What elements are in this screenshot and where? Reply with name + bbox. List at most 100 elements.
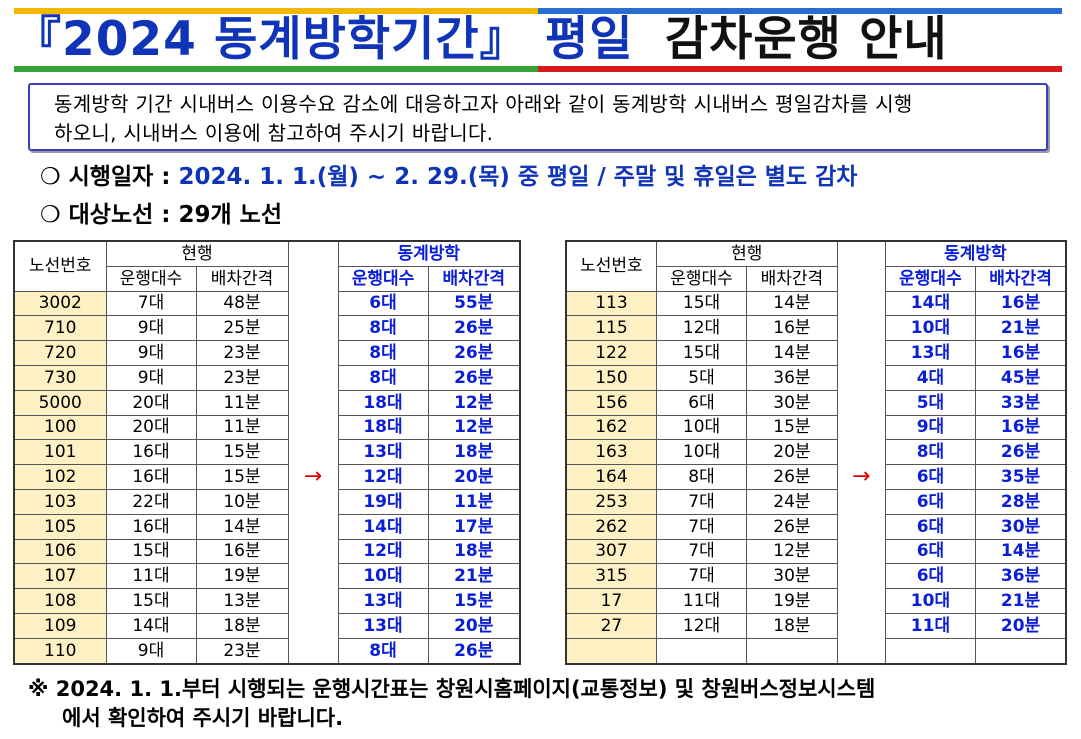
current-buses-header: 운행대수: [655, 265, 748, 292]
arrow-column-gap: [836, 241, 886, 292]
current-interval-cell: 14분: [195, 513, 289, 540]
winter-interval-cell: 45분: [975, 364, 1067, 391]
current-buses-cell: 16대: [105, 464, 197, 490]
route-number-cell: 5000: [13, 389, 107, 416]
winter-header: 동계방학: [884, 240, 1067, 267]
route-number-cell: [565, 637, 657, 665]
table-row: 109 14대 18분 13대 20분: [13, 612, 521, 639]
current-interval-cell: 36분: [746, 364, 838, 391]
current-buses-cell: 15대: [655, 290, 748, 317]
winter-interval-cell: [975, 637, 1067, 665]
current-buses-cell: 16대: [105, 439, 197, 466]
winter-buses-cell: 8대: [337, 364, 429, 391]
current-buses-cell: 9대: [105, 340, 197, 366]
routes-label: 대상노선 :: [68, 202, 179, 228]
table-row: 730 9대 23분 8대 26분: [13, 364, 521, 391]
current-buses-cell: 15대: [105, 588, 197, 614]
current-interval-cell: 15분: [746, 414, 838, 441]
current-interval-cell: 23분: [195, 637, 289, 665]
winter-buses-cell: 8대: [337, 340, 429, 366]
winter-interval-cell: 16분: [975, 340, 1067, 366]
winter-interval-cell: 33분: [975, 389, 1067, 416]
current-buses-cell: 15대: [105, 538, 197, 565]
current-interval-cell: 16분: [195, 538, 289, 565]
title-top-bar: [14, 8, 1062, 14]
current-interval-cell: 19분: [746, 588, 838, 614]
title-bottom-bar: [14, 66, 1062, 72]
current-interval-cell: 14분: [746, 340, 838, 366]
route-number-cell: 307: [565, 538, 657, 565]
current-interval-cell: 16분: [746, 315, 838, 342]
winter-interval-cell: 26분: [427, 364, 521, 391]
route-number-cell: 102: [13, 464, 107, 490]
winter-buses-cell: 8대: [884, 439, 977, 466]
current-buses-cell: 20대: [105, 389, 197, 416]
table-row: 164 8대 26분 6대 35분: [565, 464, 1067, 490]
table-row: 105 16대 14분 14대 17분: [13, 513, 521, 540]
period-value: 2024. 1. 1.(월) ~ 2. 29.(목) 중 평일 / 주말 및 휴…: [178, 164, 858, 190]
winter-interval-cell: 35분: [975, 464, 1067, 490]
winter-buses-cell: 10대: [884, 588, 977, 614]
winter-interval-cell: 20분: [975, 612, 1067, 639]
current-interval-cell: 24분: [746, 488, 838, 515]
table-row: 17 11대 19분 10대 21분: [565, 588, 1067, 614]
table-row: 107 11대 19분 10대 21분: [13, 563, 521, 590]
current-interval-cell: 11분: [195, 389, 289, 416]
current-interval-cell: 30분: [746, 389, 838, 416]
route-number-cell: 3002: [13, 290, 107, 317]
route-number-cell: 107: [13, 563, 107, 590]
winter-interval-cell: 18분: [427, 439, 521, 466]
current-buses-cell: 6대: [655, 389, 748, 416]
winter-interval-cell: 17분: [427, 513, 521, 540]
winter-buses-cell: 14대: [884, 290, 977, 317]
header-row: 운행대수 배차간격 운행대수 배차간격: [566, 265, 1067, 292]
table-row: 27 12대 18분 11대 20분: [565, 612, 1067, 639]
header-row: 노선번호 현행 동계방학: [565, 240, 1067, 292]
table-row: 150 5대 36분 4대 45분: [565, 364, 1067, 391]
winter-buses-cell: 13대: [337, 588, 429, 614]
table-row: 5000 20대 11분 18대 12분: [13, 389, 521, 416]
route-number-cell: 115: [565, 315, 657, 342]
route-number-cell: 162: [565, 414, 657, 441]
table-row: 3002 7대 48분 → 6대 55분: [13, 290, 521, 664]
route-number-cell: 108: [13, 588, 107, 614]
table-row: 113 15대 14분 → 14대 16분: [565, 290, 1067, 664]
current-interval-cell: 23분: [195, 340, 289, 366]
current-buses-cell: 16대: [105, 513, 197, 540]
winter-buses-cell: 6대: [884, 464, 977, 490]
routes-value: 29개 노선: [178, 202, 282, 228]
winter-buses-cell: 10대: [337, 563, 429, 590]
current-buses-cell: 9대: [105, 637, 197, 665]
current-header: 현행: [655, 240, 838, 267]
winter-buses-cell: 8대: [337, 637, 429, 665]
table-row: 103 22대 10분 19대 11분: [13, 488, 521, 515]
winter-interval-cell: 55분: [427, 290, 521, 317]
route-number-cell: 106: [13, 538, 107, 565]
winter-buses-cell: 6대: [884, 563, 977, 590]
winter-interval-cell: 20분: [427, 464, 521, 490]
route-number-cell: 27: [565, 612, 657, 639]
winter-interval-cell: 26분: [427, 315, 521, 342]
current-interval-cell: 30분: [746, 563, 838, 590]
winter-interval-cell: 21분: [975, 588, 1067, 614]
route-number-cell: 101: [13, 439, 107, 466]
footer-line-2: 에서 확인하여 주시기 바랍니다.: [62, 706, 344, 730]
winter-interval-cell: 36분: [975, 563, 1067, 590]
current-buses-cell: 9대: [105, 315, 197, 342]
winter-interval-cell: 20분: [427, 612, 521, 639]
route-number-header: 노선번호: [565, 240, 657, 292]
current-buses-cell: 12대: [655, 612, 748, 639]
route-number-cell: 163: [565, 439, 657, 466]
current-interval-cell: 10분: [195, 488, 289, 515]
winter-interval-cell: 28분: [975, 488, 1067, 515]
page-title: 『2024 동계방학기간』 평일 감차운행 안내: [14, 10, 1074, 70]
current-interval-cell: 25분: [195, 315, 289, 342]
arrow-icon: →: [287, 291, 339, 664]
current-buses-cell: 8대: [655, 464, 748, 490]
route-number-cell: 100: [13, 414, 107, 441]
route-number-cell: 113: [565, 290, 657, 317]
current-buses-cell: 9대: [105, 364, 197, 391]
table-row: 100 20대 11분 18대 12분: [13, 414, 521, 441]
routes-line: ❍ 대상노선 : 29개 노선: [40, 200, 282, 230]
current-buses-cell: 7대: [655, 538, 748, 565]
